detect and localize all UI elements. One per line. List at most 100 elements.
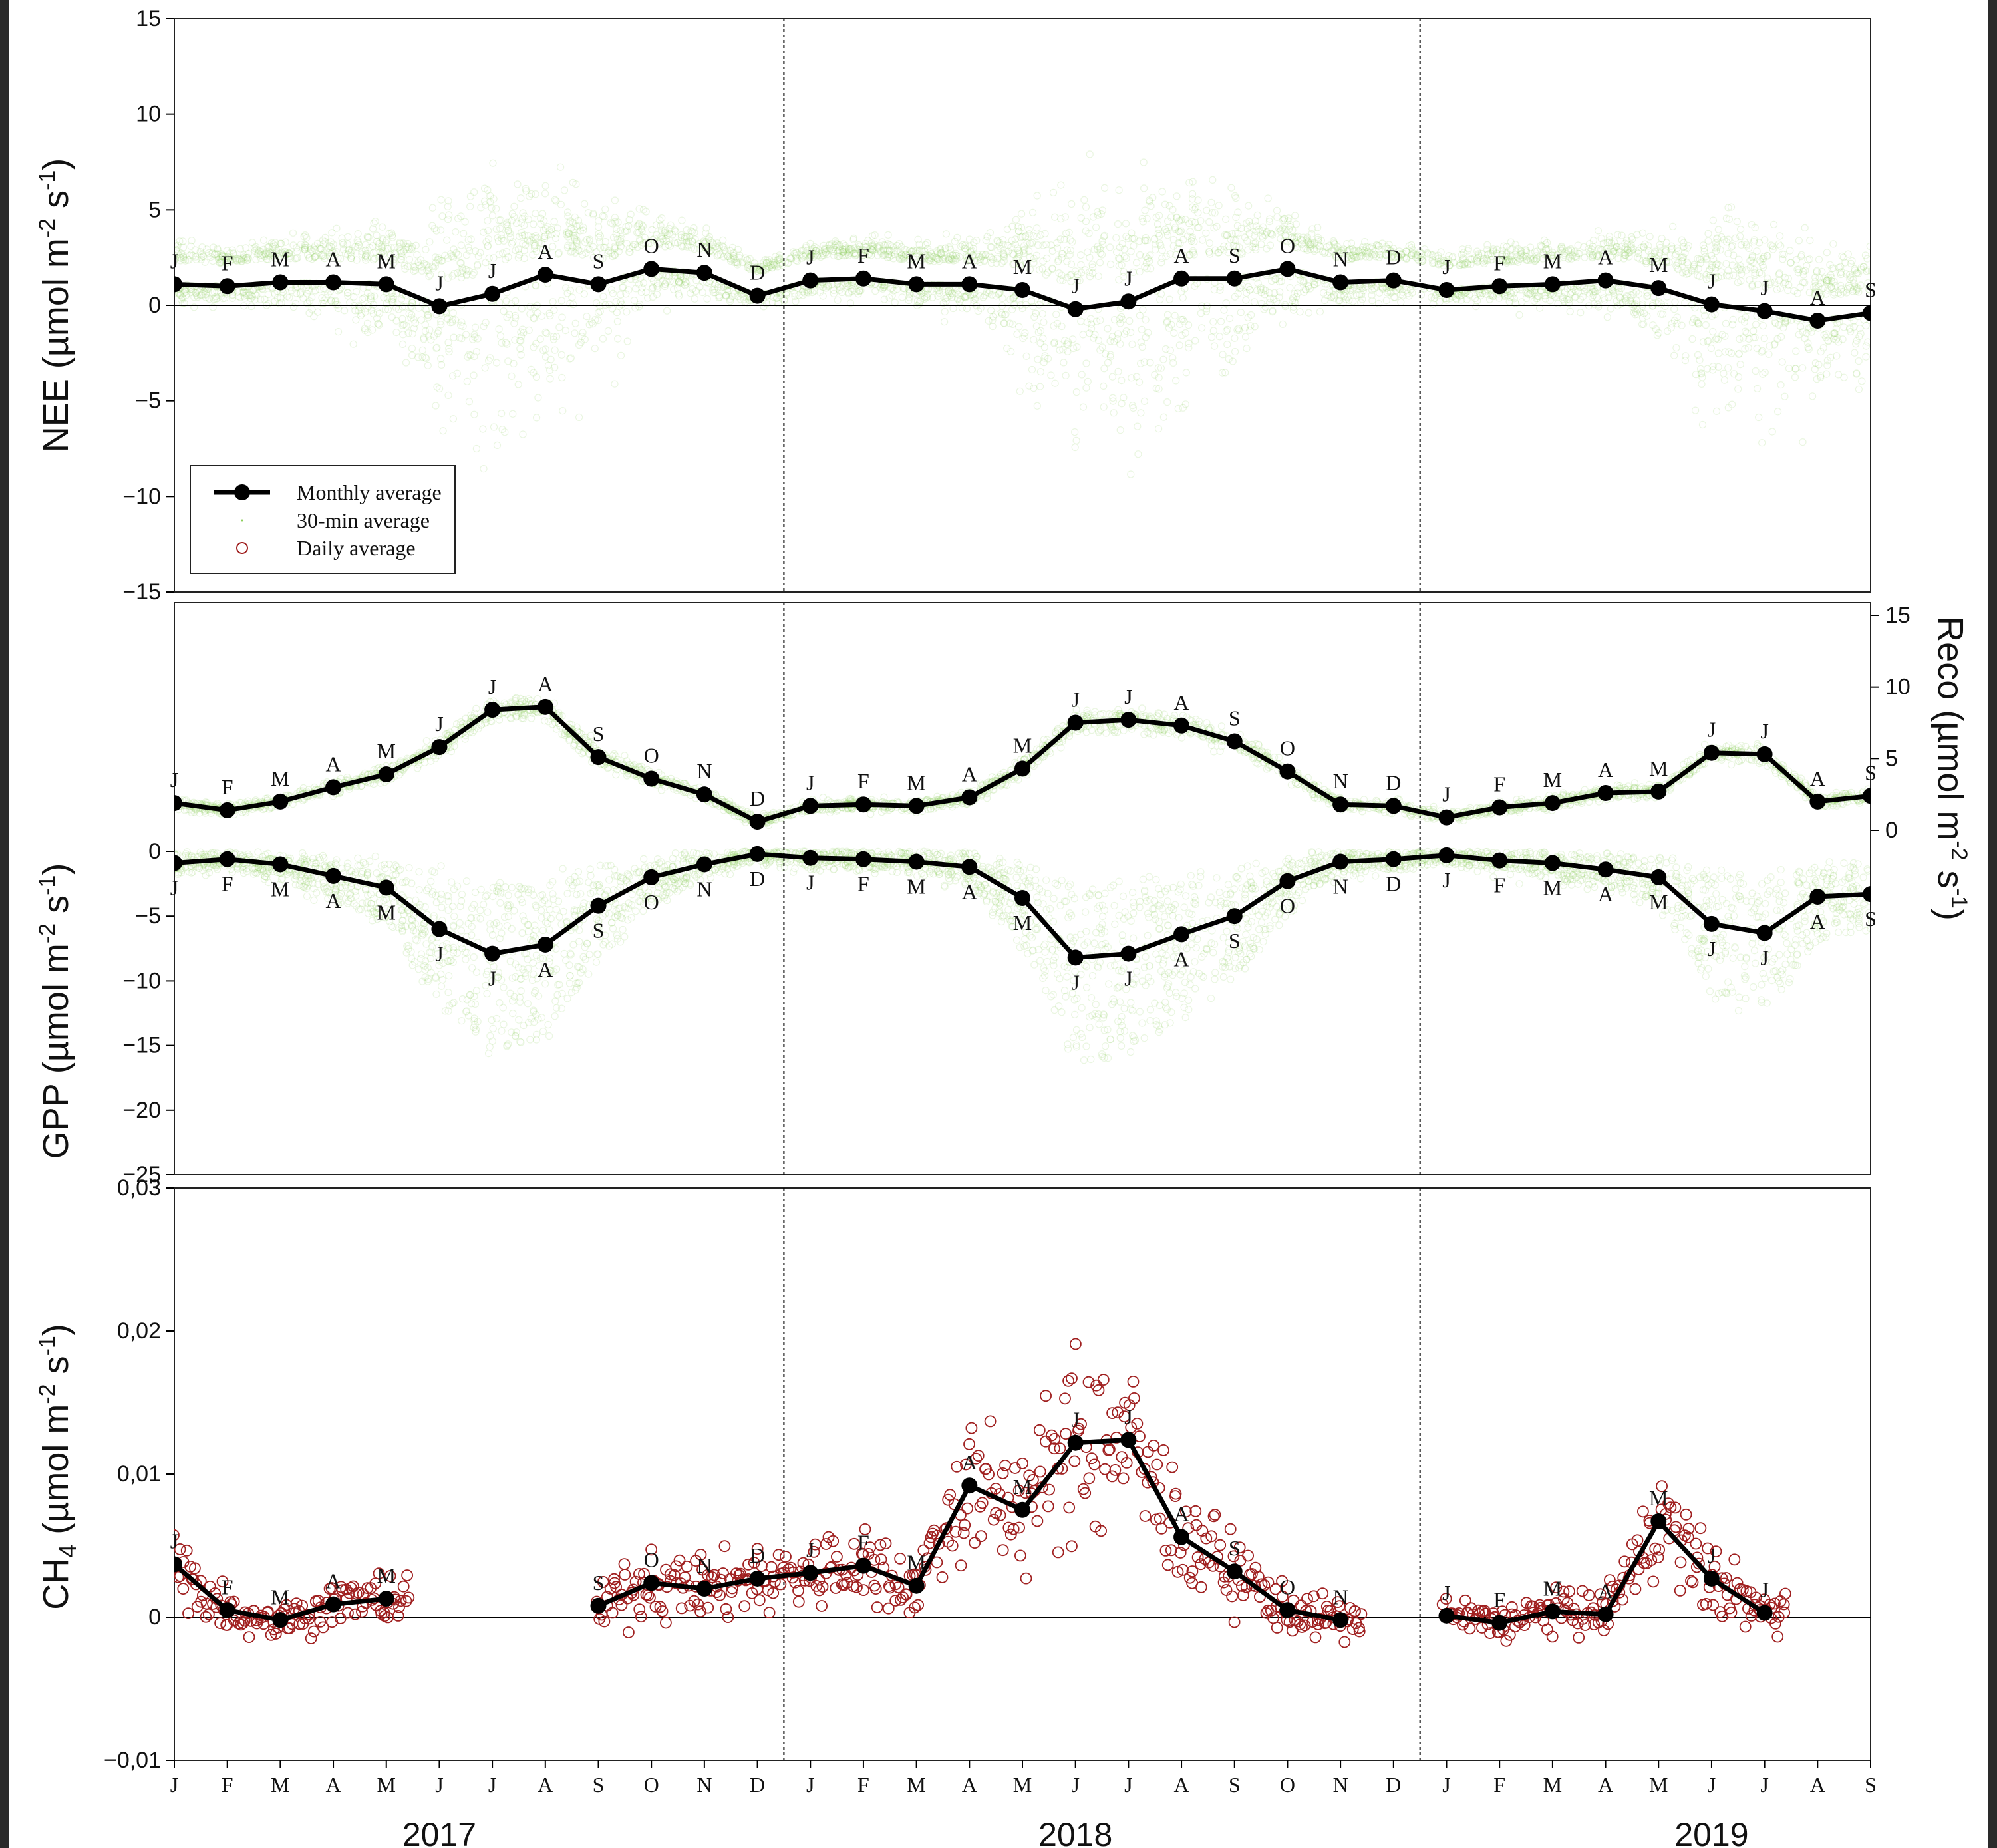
halfhour-point bbox=[1310, 245, 1318, 253]
halfhour-point bbox=[1057, 181, 1065, 189]
halfhour-point bbox=[1531, 257, 1539, 265]
halfhour-point bbox=[458, 335, 466, 343]
halfhour-point bbox=[357, 310, 366, 318]
halfhour-point bbox=[1526, 290, 1534, 298]
halfhour-point bbox=[1142, 252, 1150, 260]
halfhour-point bbox=[1128, 340, 1136, 349]
halfhour-point bbox=[599, 293, 607, 301]
halfhour-point bbox=[1388, 253, 1396, 261]
halfhour-point bbox=[1857, 281, 1865, 289]
halfhour-point bbox=[611, 218, 619, 226]
halfhour-point bbox=[1349, 285, 1357, 293]
halfhour-point bbox=[704, 245, 712, 253]
halfhour-point bbox=[659, 237, 668, 245]
halfhour-point bbox=[754, 268, 762, 276]
halfhour-point bbox=[1030, 255, 1038, 263]
halfhour-point bbox=[1613, 243, 1620, 251]
halfhour-point bbox=[484, 186, 492, 194]
halfhour-point bbox=[1851, 265, 1859, 273]
halfhour-point bbox=[395, 243, 403, 251]
halfhour-point bbox=[422, 245, 430, 253]
halfhour-point bbox=[1076, 277, 1084, 285]
halfhour-point bbox=[1499, 256, 1507, 264]
halfhour-point bbox=[1042, 271, 1050, 279]
halfhour-point bbox=[532, 339, 540, 347]
halfhour-point bbox=[1362, 253, 1370, 261]
halfhour-point bbox=[941, 244, 949, 252]
halfhour-point bbox=[1235, 243, 1243, 251]
halfhour-point bbox=[655, 273, 663, 281]
halfhour-point bbox=[1692, 371, 1700, 379]
halfhour-point bbox=[1668, 320, 1676, 328]
halfhour-point bbox=[1010, 293, 1018, 301]
halfhour-point bbox=[596, 254, 605, 263]
halfhour-point bbox=[305, 309, 313, 317]
halfhour-point bbox=[1634, 305, 1642, 313]
halfhour-point bbox=[1523, 288, 1531, 296]
halfhour-point bbox=[1251, 239, 1259, 247]
halfhour-point bbox=[1231, 334, 1239, 342]
halfhour-point bbox=[1777, 242, 1785, 250]
halfhour-point bbox=[604, 249, 612, 257]
halfhour-point bbox=[568, 247, 576, 255]
halfhour-point bbox=[1826, 261, 1834, 269]
halfhour-point bbox=[1028, 239, 1036, 247]
halfhour-point bbox=[1362, 249, 1370, 257]
halfhour-point bbox=[1015, 228, 1023, 235]
halfhour-point bbox=[1047, 371, 1055, 379]
halfhour-point bbox=[1657, 300, 1665, 308]
halfhour-point bbox=[1058, 250, 1067, 258]
halfhour-point bbox=[702, 224, 710, 232]
halfhour-point bbox=[1692, 406, 1700, 414]
halfhour-point bbox=[462, 271, 471, 279]
halfhour-point bbox=[742, 254, 750, 262]
halfhour-point bbox=[1328, 247, 1336, 255]
halfhour-point bbox=[1330, 291, 1338, 299]
halfhour-point bbox=[180, 253, 188, 261]
halfhour-point bbox=[630, 297, 639, 305]
halfhour-point bbox=[1507, 246, 1515, 254]
halfhour-point bbox=[177, 254, 185, 262]
halfhour-point bbox=[705, 279, 714, 287]
halfhour-point bbox=[1755, 413, 1763, 422]
halfhour-point bbox=[1489, 245, 1497, 253]
halfhour-point bbox=[948, 289, 957, 297]
halfhour-point bbox=[1112, 248, 1121, 256]
halfhour-point bbox=[782, 291, 790, 299]
halfhour-point bbox=[1728, 242, 1736, 250]
halfhour-point bbox=[880, 295, 889, 303]
halfhour-point bbox=[806, 251, 814, 259]
halfhour-point bbox=[630, 241, 638, 249]
halfhour-point bbox=[942, 230, 951, 238]
halfhour-point bbox=[573, 243, 581, 251]
halfhour-point bbox=[1483, 257, 1491, 265]
halfhour-point bbox=[1728, 261, 1737, 269]
halfhour-point bbox=[1010, 260, 1018, 268]
halfhour-point bbox=[350, 293, 358, 301]
halfhour-point bbox=[921, 293, 929, 301]
halfhour-point bbox=[648, 226, 656, 233]
halfhour-point bbox=[255, 247, 263, 255]
halfhour-point bbox=[1016, 387, 1024, 395]
halfhour-point bbox=[637, 288, 645, 296]
halfhour-point bbox=[221, 294, 229, 302]
halfhour-point bbox=[1837, 281, 1845, 289]
halfhour-point bbox=[472, 444, 481, 453]
halfhour-point bbox=[820, 246, 828, 254]
halfhour-point bbox=[179, 294, 187, 303]
halfhour-point bbox=[1227, 235, 1235, 243]
halfhour-point bbox=[1830, 289, 1839, 297]
halfhour-point bbox=[675, 290, 683, 298]
halfhour-point bbox=[627, 210, 635, 218]
halfhour-point bbox=[1667, 324, 1675, 332]
halfhour-point bbox=[1330, 294, 1338, 302]
halfhour-point bbox=[1746, 263, 1754, 271]
halfhour-point bbox=[1523, 256, 1531, 264]
halfhour-point bbox=[918, 247, 926, 255]
halfhour-point bbox=[744, 262, 752, 270]
halfhour-point bbox=[1078, 371, 1086, 379]
halfhour-point bbox=[1555, 289, 1563, 297]
halfhour-point bbox=[311, 253, 319, 261]
halfhour-point bbox=[305, 254, 313, 262]
halfhour-point bbox=[722, 248, 730, 256]
